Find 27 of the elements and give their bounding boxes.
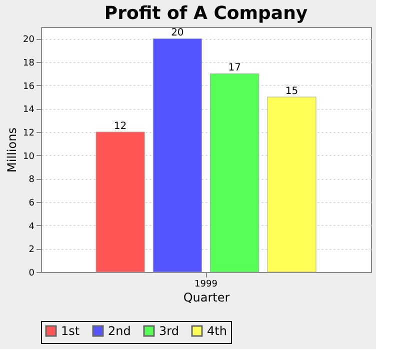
y-tick-label: 20 xyxy=(23,35,35,46)
bar xyxy=(96,132,145,272)
y-axis-title: Millions xyxy=(5,128,20,172)
y-tick-label: 10 xyxy=(23,152,35,162)
y-tick-label: 4 xyxy=(28,222,35,232)
legend-label: 1st xyxy=(61,324,80,338)
legend-label: 3rd xyxy=(159,324,179,338)
data-label: 17 xyxy=(228,62,241,74)
y-tick-label: 8 xyxy=(28,175,35,186)
data-label: 12 xyxy=(114,121,127,132)
x-axis-title: Quarter xyxy=(183,290,230,304)
y-tick-label: 0 xyxy=(28,268,35,278)
bar xyxy=(267,96,316,272)
legend-label: 2nd xyxy=(108,324,131,338)
bar xyxy=(152,38,202,272)
y-tick-label: 2 xyxy=(28,245,34,256)
chart-title: Profit of A Company xyxy=(104,3,308,24)
y-tick-label: 12 xyxy=(23,128,34,138)
x-tick-label: 1999 xyxy=(194,280,218,290)
data-label: 15 xyxy=(285,86,298,97)
legend-label: 4th xyxy=(207,324,227,338)
y-tick-label: 6 xyxy=(28,198,35,208)
data-label: 20 xyxy=(171,28,184,39)
y-tick-label: 16 xyxy=(23,82,35,92)
bar xyxy=(210,73,260,272)
y-tick-label: 18 xyxy=(23,58,35,68)
y-tick-label: 14 xyxy=(23,105,35,116)
